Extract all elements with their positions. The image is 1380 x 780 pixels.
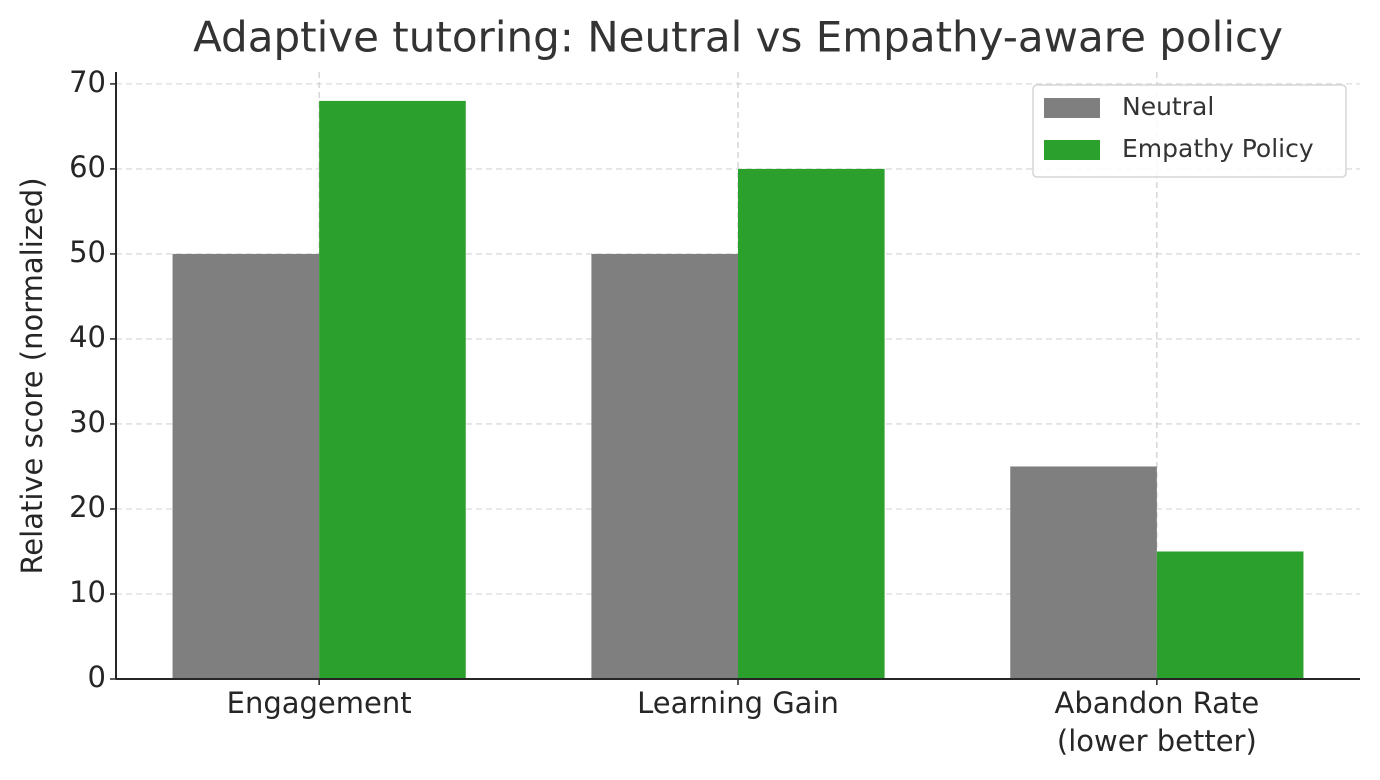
bar [738,168,885,680]
bar [1010,466,1157,679]
chart-title: Adaptive tutoring: Neutral vs Empathy-aw… [193,13,1283,62]
y-tick-label: 30 [69,405,106,439]
bar [591,253,738,679]
bar [172,253,320,679]
y-tick-label: 10 [69,575,106,609]
y-tick-label: 70 [69,65,106,99]
bar [1156,551,1304,679]
x-tick-label: Learning Gain [637,686,839,720]
y-tick-label: 60 [69,150,106,184]
legend-label: Neutral [1122,92,1214,121]
legend-box [1032,84,1347,178]
y-axis-label: Relative score (normalized) [15,177,49,574]
legend-swatch [1044,140,1100,160]
y-tick-label: 40 [69,320,106,354]
bar [319,100,466,679]
legend-swatch [1044,98,1100,118]
y-tick-label: 50 [69,235,106,269]
x-tick-label: Abandon Rate (lower better) [1054,686,1260,758]
x-tick-label: Engagement [226,686,412,720]
y-tick-label: 20 [69,490,106,524]
y-tick-label: 0 [88,660,106,694]
legend-label: Empathy Policy [1122,134,1314,163]
